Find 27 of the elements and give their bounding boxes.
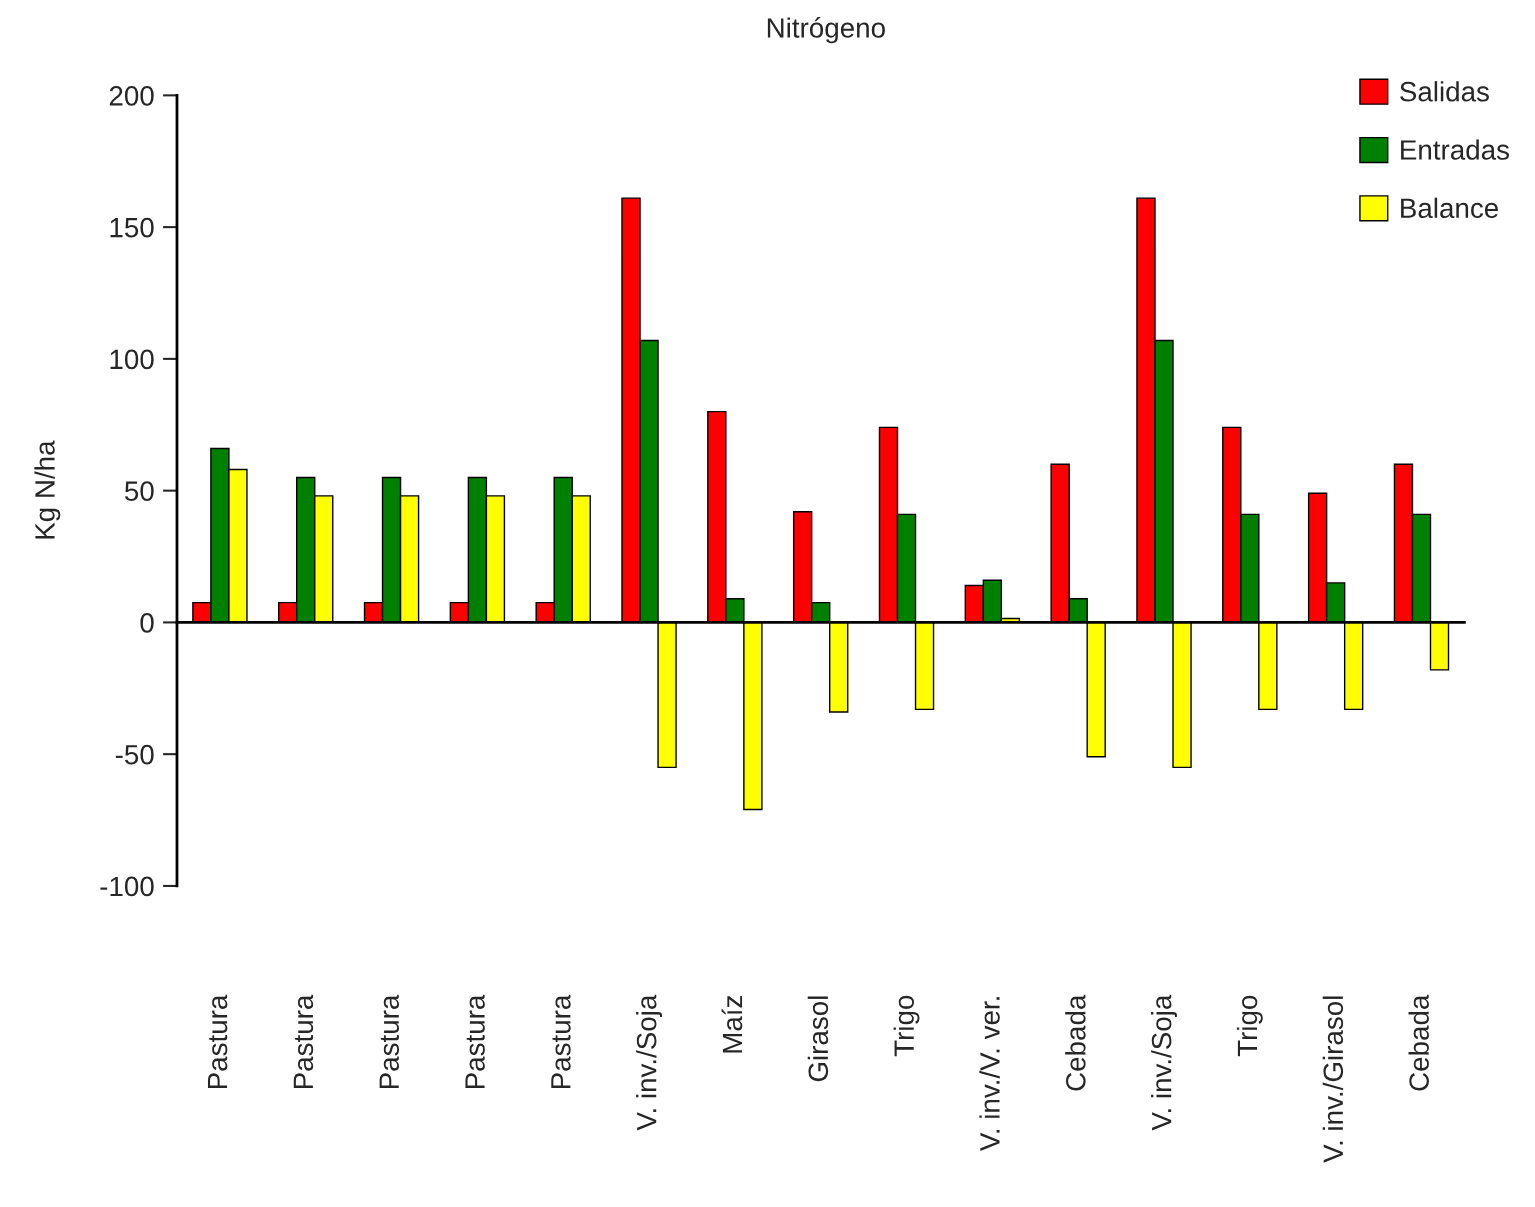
x-tick-label: Pastura — [379, 994, 400, 1089]
y-axis-title: Kg N/ha — [34, 440, 61, 539]
x-tick-label: Pastura — [293, 994, 314, 1089]
x-tick-label: Pastura — [465, 994, 485, 1089]
y-tick-label: -100 — [100, 876, 154, 897]
y-tick-label: 50 — [124, 481, 154, 501]
x-tick-label: Trigo — [893, 995, 920, 1057]
y-tick-label: 150 — [110, 217, 154, 238]
x-tick-label: Trigo — [1236, 995, 1263, 1057]
x-tick-label: V. inv./Girasol — [1322, 996, 1344, 1163]
chart-title: Nitrógeno — [767, 17, 885, 44]
x-tick-label: V. inv./V. ver. — [979, 997, 1000, 1152]
y-tick-label: 0 — [140, 613, 154, 633]
legend-label: Salidas — [1400, 81, 1489, 102]
legend-label: Entradas — [1401, 139, 1509, 160]
y-tick-label: 200 — [109, 86, 154, 106]
x-tick-label: V. inv./Soja — [1151, 994, 1177, 1131]
x-tick-label: Maíz — [721, 996, 743, 1053]
x-tick-label: Pastura — [551, 994, 571, 1089]
y-tick-label: -50 — [115, 744, 154, 765]
y-tick-label: 100 — [110, 349, 154, 370]
x-tick-label: V. inv./Soja — [636, 994, 662, 1131]
x-tick-label: Cebada — [1408, 994, 1429, 1091]
legend-label: Balance — [1401, 197, 1498, 219]
x-tick-label: Cebada — [1065, 994, 1086, 1091]
x-tick-label: Girasol — [807, 996, 829, 1082]
x-tick-label: Pastura — [207, 994, 228, 1089]
